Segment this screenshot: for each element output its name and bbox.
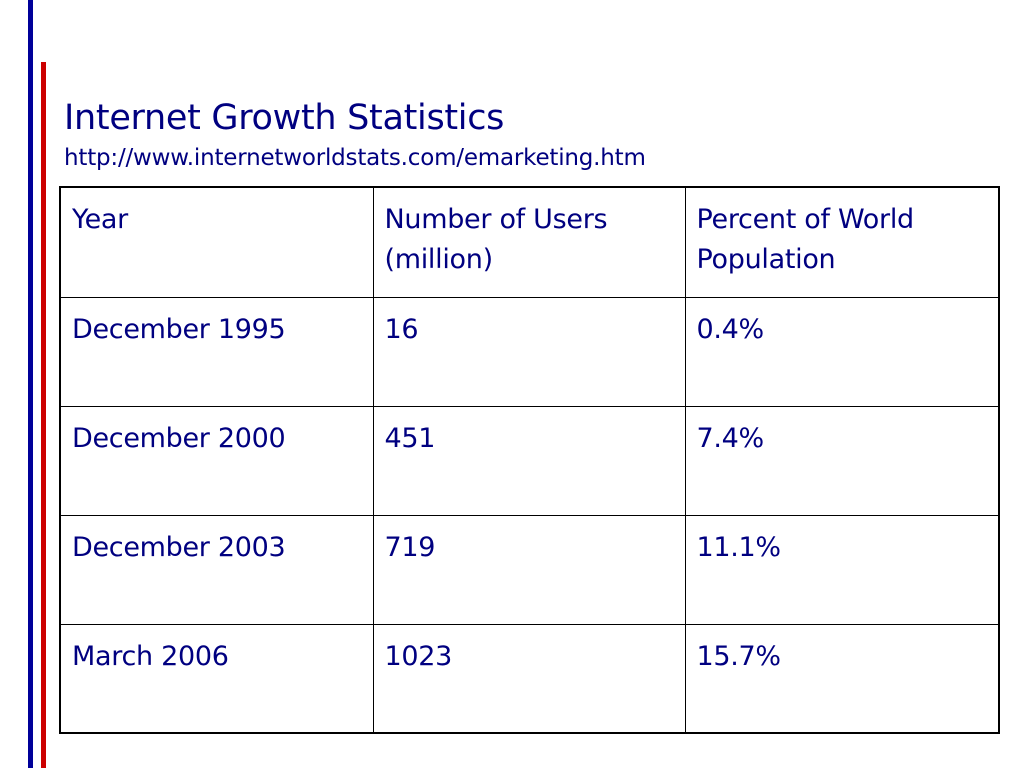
cell-percent: 0.4%	[684, 296, 1000, 407]
cell-year: December 2000	[59, 405, 374, 516]
left-blue-rule	[28, 0, 33, 768]
header-percent: Percent of World Population	[684, 186, 1000, 298]
cell-users: 16	[372, 296, 686, 407]
header-users: Number of Users (million)	[372, 186, 686, 298]
table-row: December 2003 719 11.1%	[59, 514, 1000, 625]
table-header-row: Year Number of Users (million) Percent o…	[59, 186, 1000, 298]
growth-table: Year Number of Users (million) Percent o…	[59, 186, 1000, 734]
left-red-rule	[41, 62, 46, 768]
cell-users: 719	[372, 514, 686, 625]
cell-percent: 11.1%	[684, 514, 1000, 625]
table-row: December 1995 16 0.4%	[59, 296, 1000, 407]
source-url: http://www.internetworldstats.com/emarke…	[64, 145, 646, 171]
table-row: December 2000 451 7.4%	[59, 405, 1000, 516]
cell-users: 451	[372, 405, 686, 516]
cell-percent: 15.7%	[684, 623, 1000, 734]
table-row: March 2006 1023 15.7%	[59, 623, 1000, 734]
slide-title: Internet Growth Statistics	[64, 98, 505, 138]
cell-year: December 2003	[59, 514, 374, 625]
header-year: Year	[59, 186, 374, 298]
cell-year: March 2006	[59, 623, 374, 734]
cell-percent: 7.4%	[684, 405, 1000, 516]
cell-year: December 1995	[59, 296, 374, 407]
cell-users: 1023	[372, 623, 686, 734]
